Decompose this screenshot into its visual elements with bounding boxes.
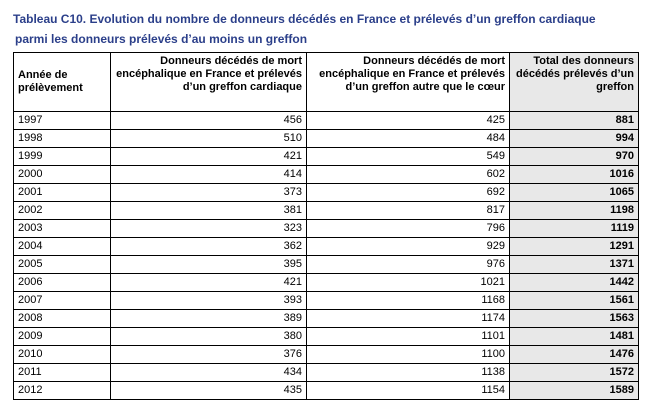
table-row: 2002 381 817 1198: [13, 201, 639, 220]
cell-year: 2012: [13, 381, 111, 400]
table-row: 2005 395 976 1371: [13, 255, 639, 274]
cell-cardiac-donors: 373: [110, 183, 307, 202]
cell-other-donors: 1101: [306, 327, 510, 346]
cell-other-donors: 692: [306, 183, 510, 202]
cell-other-donors: 1021: [306, 273, 510, 292]
caption-line-2: parmi les donneurs prélevés d’au moins u…: [15, 32, 308, 46]
cell-year: 2003: [13, 219, 111, 238]
table-body: 1997 456 425 881 1998 510 484 994 1999 421 549 970 2…: [13, 111, 639, 400]
cell-cardiac-donors: 376: [110, 345, 307, 364]
header-cardiac-donors: Donneurs décédés de mort encéphalique en…: [110, 52, 307, 112]
cell-year: 2009: [13, 327, 111, 346]
cell-total-donors: 1476: [509, 345, 639, 364]
table-row: 2000 414 602 1016: [13, 165, 639, 184]
header-year: Année de prélèvement: [13, 52, 111, 112]
table-row: 2007 393 1168 1561: [13, 291, 639, 310]
cell-other-donors: 796: [306, 219, 510, 238]
cell-cardiac-donors: 510: [110, 129, 307, 148]
cell-year: 2010: [13, 345, 111, 364]
cell-total-donors: 1371: [509, 255, 639, 274]
cell-year: 2008: [13, 309, 111, 328]
cell-cardiac-donors: 362: [110, 237, 307, 256]
cell-other-donors: 929: [306, 237, 510, 256]
table-row: 2008 389 1174 1563: [13, 309, 639, 328]
cell-cardiac-donors: 434: [110, 363, 307, 382]
cell-other-donors: 1138: [306, 363, 510, 382]
cell-total-donors: 1589: [509, 381, 639, 400]
cell-year: 1998: [13, 129, 111, 148]
cell-year: 2004: [13, 237, 111, 256]
cell-total-donors: 1442: [509, 273, 639, 292]
table-row: 2001 373 692 1065: [13, 183, 639, 202]
table-row: 2006 421 1021 1442: [13, 273, 639, 292]
cell-year: 2002: [13, 201, 111, 220]
cell-total-donors: 1563: [509, 309, 639, 328]
table-row: 2011 434 1138 1572: [13, 363, 639, 382]
table-row: 2003 323 796 1119: [13, 219, 639, 238]
cell-year: 2006: [13, 273, 111, 292]
cell-other-donors: 1168: [306, 291, 510, 310]
cell-total-donors: 1291: [509, 237, 639, 256]
table-row: 1997 456 425 881: [13, 111, 639, 130]
table-row: 2012 435 1154 1589: [13, 381, 639, 400]
donor-table: Année de prélèvement Donneurs décédés de…: [13, 52, 639, 400]
cell-cardiac-donors: 414: [110, 165, 307, 184]
table-row: 2010 376 1100 1476: [13, 345, 639, 364]
cell-cardiac-donors: 395: [110, 255, 307, 274]
cell-total-donors: 970: [509, 147, 639, 166]
cell-other-donors: 817: [306, 201, 510, 220]
header-other-donors: Donneurs décédés de mort encéphalique en…: [306, 52, 510, 112]
cell-year: 2007: [13, 291, 111, 310]
table-row: 2009 380 1101 1481: [13, 327, 639, 346]
cell-total-donors: 1572: [509, 363, 639, 382]
cell-cardiac-donors: 380: [110, 327, 307, 346]
cell-total-donors: 1065: [509, 183, 639, 202]
cell-total-donors: 1119: [509, 219, 639, 238]
table-row: 2004 362 929 1291: [13, 237, 639, 256]
table-caption: Tableau C10. Evolution du nombre de donn…: [13, 9, 596, 49]
cell-cardiac-donors: 323: [110, 219, 307, 238]
cell-cardiac-donors: 435: [110, 381, 307, 400]
cell-cardiac-donors: 421: [110, 273, 307, 292]
cell-total-donors: 1198: [509, 201, 639, 220]
cell-year: 1999: [13, 147, 111, 166]
cell-total-donors: 994: [509, 129, 639, 148]
header-total-donors: Total des donneurs décédés prélevés d’un…: [509, 52, 639, 112]
cell-year: 2005: [13, 255, 111, 274]
cell-year: 2001: [13, 183, 111, 202]
cell-other-donors: 549: [306, 147, 510, 166]
cell-total-donors: 881: [509, 111, 639, 130]
cell-other-donors: 1100: [306, 345, 510, 364]
cell-year: 2011: [13, 363, 111, 382]
cell-other-donors: 976: [306, 255, 510, 274]
cell-year: 2000: [13, 165, 111, 184]
cell-other-donors: 425: [306, 111, 510, 130]
cell-other-donors: 1174: [306, 309, 510, 328]
cell-other-donors: 484: [306, 129, 510, 148]
cell-cardiac-donors: 421: [110, 147, 307, 166]
cell-cardiac-donors: 393: [110, 291, 307, 310]
cell-other-donors: 1154: [306, 381, 510, 400]
table-header-row: Année de prélèvement Donneurs décédés de…: [13, 52, 639, 112]
cell-year: 1997: [13, 111, 111, 130]
cell-cardiac-donors: 389: [110, 309, 307, 328]
cell-cardiac-donors: 456: [110, 111, 307, 130]
table-row: 1998 510 484 994: [13, 129, 639, 148]
cell-total-donors: 1481: [509, 327, 639, 346]
cell-total-donors: 1016: [509, 165, 639, 184]
cell-other-donors: 602: [306, 165, 510, 184]
cell-cardiac-donors: 381: [110, 201, 307, 220]
caption-line-1: Tableau C10. Evolution du nombre de donn…: [13, 12, 596, 26]
cell-total-donors: 1561: [509, 291, 639, 310]
table-row: 1999 421 549 970: [13, 147, 639, 166]
